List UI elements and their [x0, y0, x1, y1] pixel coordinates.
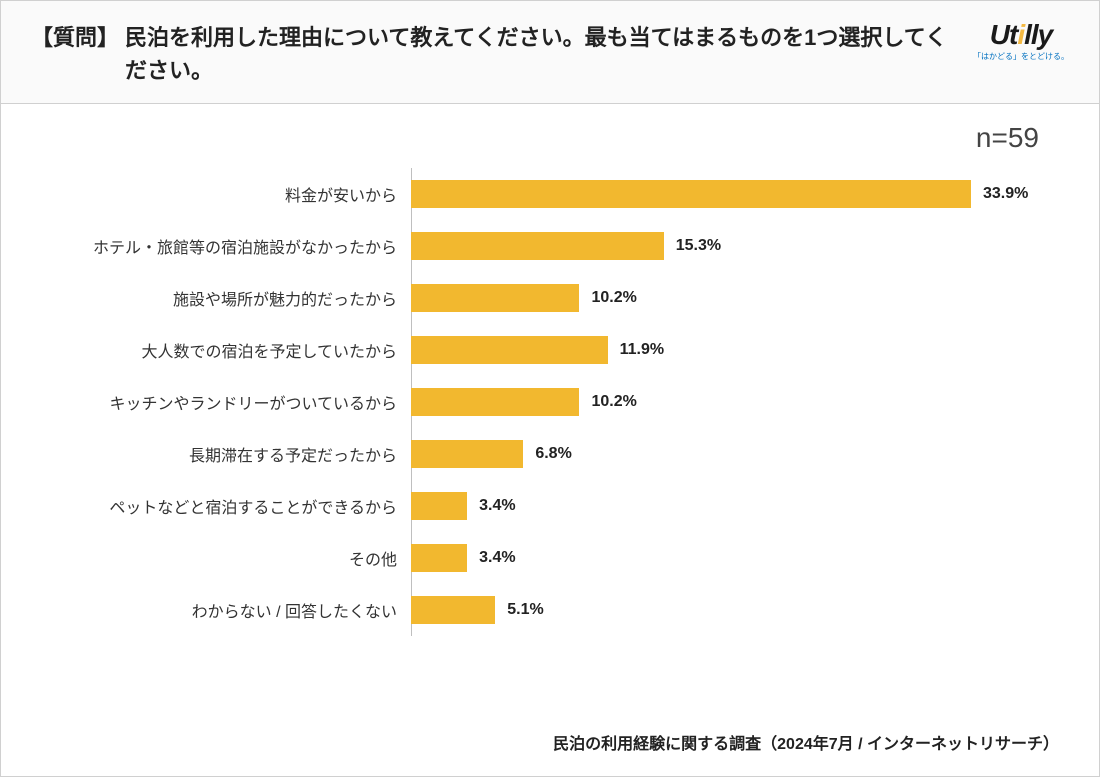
- bar-label: ホテル・旅館等の宿泊施設がなかったから: [41, 234, 411, 258]
- bar: [411, 284, 579, 312]
- bar-value: 15.3%: [676, 237, 721, 255]
- bar-value: 10.2%: [591, 393, 636, 411]
- bar-value: 6.8%: [535, 445, 571, 463]
- bar-area: 3.4%: [411, 532, 1059, 584]
- sample-size: n=59: [41, 122, 1059, 154]
- bar: [411, 336, 608, 364]
- chart-row: ホテル・旅館等の宿泊施設がなかったから 15.3%: [41, 220, 1059, 272]
- chart-row: 料金が安いから 33.9%: [41, 168, 1059, 220]
- bar-value: 3.4%: [479, 497, 515, 515]
- bar-area: 3.4%: [411, 480, 1059, 532]
- bar-label: キッチンやランドリーがついているから: [41, 390, 411, 414]
- chart-row: ペットなどと宿泊することができるから 3.4%: [41, 480, 1059, 532]
- bar: [411, 232, 664, 260]
- chart-row: キッチンやランドリーがついているから 10.2%: [41, 376, 1059, 428]
- bar: [411, 492, 467, 520]
- brand-logo: Utilly 「はかどる」をとどける。: [973, 21, 1069, 62]
- bar-value: 11.9%: [620, 341, 664, 359]
- bar-area: 33.9%: [411, 168, 1059, 220]
- chart-row: わからない / 回答したくない 5.1%: [41, 584, 1059, 636]
- bar-label: 大人数での宿泊を予定していたから: [41, 338, 411, 362]
- question-text: 民泊を利用した理由について教えてください。最も当てはまるものを1つ選択してくださ…: [125, 21, 953, 87]
- bar: [411, 544, 467, 572]
- chart-card: 【質問】 民泊を利用した理由について教えてください。最も当てはまるものを1つ選択…: [0, 0, 1100, 777]
- bar-value: 5.1%: [507, 601, 543, 619]
- bar-label: わからない / 回答したくない: [41, 598, 411, 622]
- bar-label: ペットなどと宿泊することができるから: [41, 494, 411, 518]
- bar: [411, 388, 579, 416]
- question-prefix: 【質問】: [31, 21, 119, 54]
- bar: [411, 180, 971, 208]
- chart-row: その他 3.4%: [41, 532, 1059, 584]
- bar-area: 10.2%: [411, 376, 1059, 428]
- question-block: 【質問】 民泊を利用した理由について教えてください。最も当てはまるものを1つ選択…: [31, 21, 953, 87]
- chart-row: 大人数での宿泊を予定していたから 11.9%: [41, 324, 1059, 376]
- bar-area: 10.2%: [411, 272, 1059, 324]
- bar-area: 6.8%: [411, 428, 1059, 480]
- bar-area: 11.9%: [411, 324, 1059, 376]
- bar: [411, 596, 495, 624]
- bar-area: 5.1%: [411, 584, 1059, 636]
- logo-wordmark: Utilly: [990, 21, 1052, 49]
- bar-value: 3.4%: [479, 549, 515, 567]
- bar-label: その他: [41, 546, 411, 570]
- chart-row: 長期滞在する予定だったから 6.8%: [41, 428, 1059, 480]
- footer-note: 民泊の利用経験に関する調査（2024年7月 / インターネットリサーチ）: [553, 730, 1059, 754]
- bar-value: 33.9%: [983, 185, 1028, 203]
- logo-tagline: 「はかどる」をとどける。: [973, 51, 1069, 62]
- chart-row: 施設や場所が魅力的だったから 10.2%: [41, 272, 1059, 324]
- bar-chart: 料金が安いから 33.9% ホテル・旅館等の宿泊施設がなかったから 15.3% 施設や場…: [41, 168, 1059, 636]
- bar-label: 施設や場所が魅力的だったから: [41, 286, 411, 310]
- bar-label: 長期滞在する予定だったから: [41, 442, 411, 466]
- chart-body: n=59 料金が安いから 33.9% ホテル・旅館等の宿泊施設がなかったから 15.3…: [1, 104, 1099, 769]
- bar-area: 15.3%: [411, 220, 1059, 272]
- bar-label: 料金が安いから: [41, 182, 411, 206]
- bar: [411, 440, 523, 468]
- header: 【質問】 民泊を利用した理由について教えてください。最も当てはまるものを1つ選択…: [1, 1, 1099, 104]
- bar-value: 10.2%: [591, 289, 636, 307]
